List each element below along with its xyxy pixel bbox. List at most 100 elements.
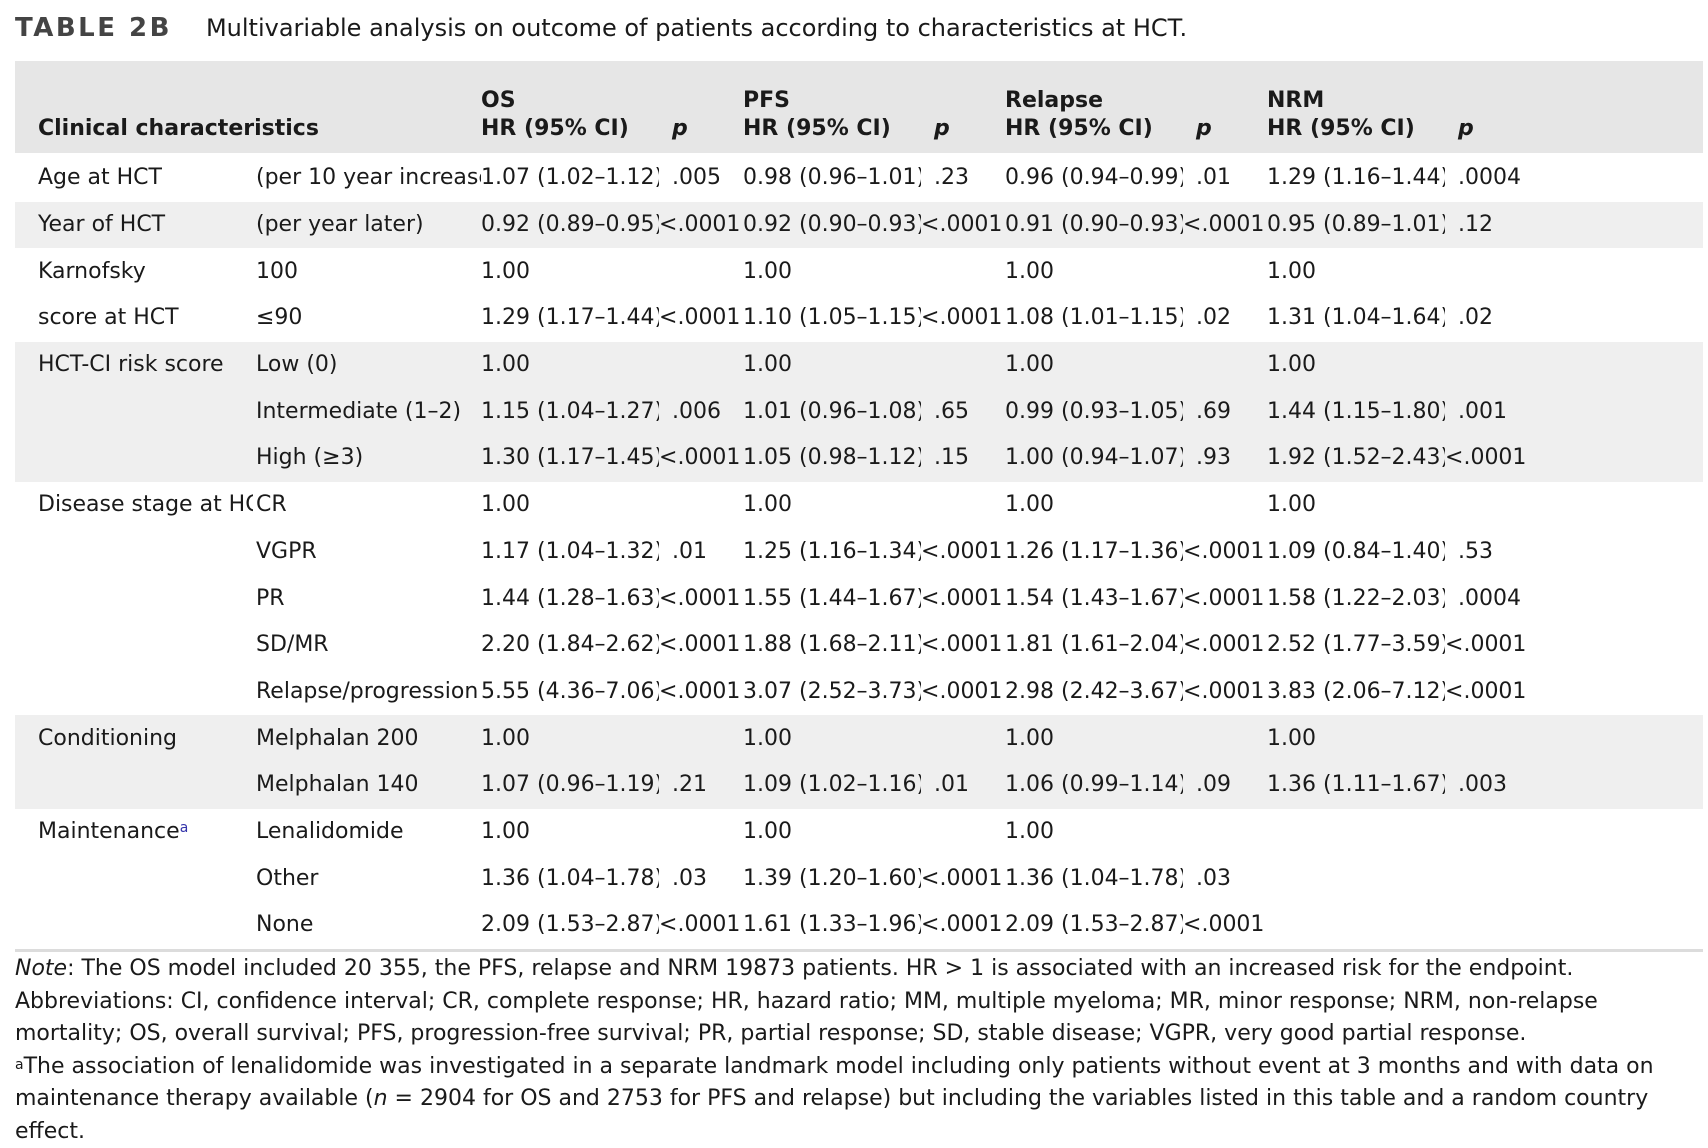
- cell-pfs-p: [921, 248, 1005, 295]
- cell-relapse-p: [1183, 715, 1268, 762]
- table-row: Year of HCT (per year later) 0.92 (0.89–0.…: [15, 201, 1704, 249]
- footnote-text-1: The association of lenalidomide was inve…: [15, 1053, 1654, 1112]
- cell-relapse-hr: 1.81 (1.61–2.04): [1005, 632, 1184, 658]
- cell-pfs-hr: 1.88 (1.68–2.11): [743, 632, 922, 658]
- cell-pfs-p: <.0001: [921, 538, 1003, 564]
- cell-relapse-p: <.0001: [1183, 902, 1268, 952]
- cell-pfs-hr: 1.00: [743, 492, 792, 518]
- cell-nrm-hr: 0.95 (0.89–1.01): [1267, 201, 1446, 249]
- cell-relapse-hr: 1.00: [1005, 492, 1054, 518]
- header-clinical-characteristics: Clinical characteristics: [15, 61, 482, 155]
- cell-nrm-hr: 2.52 (1.77–3.59): [1267, 632, 1446, 658]
- cell-os-p: [659, 809, 743, 856]
- cell-os-p: [659, 248, 743, 295]
- cell-os-hr: 1.17 (1.04–1.32): [481, 538, 660, 564]
- table-row: Disease stage at HCT CR 1.00 1.00 1.00 1.00: [15, 482, 1703, 529]
- header-relapse: Relapse HR (95% CI): [1005, 61, 1184, 155]
- cell-relapse-p: .09: [1183, 761, 1268, 809]
- cell-characteristic: [15, 575, 253, 622]
- cell-nrm-p: .53: [1458, 538, 1494, 564]
- characteristic-label: Conditioning: [38, 725, 178, 751]
- table-row: SD/MR 2.20 (1.84–2.62) <.0001 1.88 (1.68–2.…: [15, 622, 1703, 669]
- cell-pfs-p: <.0001: [921, 632, 1003, 658]
- header-pfs-hr: HR (95% CI): [743, 116, 891, 141]
- cell-nrm-hr: 1.92 (1.52–2.43): [1267, 435, 1446, 482]
- cell-nrm-p: .003: [1445, 761, 1704, 809]
- cell-os-p: <.0001: [659, 678, 741, 704]
- cell-os-hr: 1.00: [481, 492, 530, 518]
- footnote-n: n: [373, 1086, 388, 1111]
- cell-subcategory: CR: [256, 492, 287, 518]
- cell-os-p: <.0001: [659, 305, 741, 331]
- cell-pfs-hr: 0.92 (0.90–0.93): [743, 201, 922, 249]
- cell-subcategory: Melphalan 140: [253, 761, 482, 809]
- cell-relapse-hr: 0.91 (0.90–0.93): [1005, 201, 1184, 249]
- cell-characteristic: score at HCT: [15, 295, 253, 342]
- cell-pfs-p: <.0001: [921, 201, 1006, 249]
- characteristic-label: Disease stage at HCT: [38, 492, 253, 518]
- cell-relapse-hr: 1.36 (1.04–1.78): [1005, 865, 1184, 891]
- cell-pfs-p: .01: [921, 761, 1006, 809]
- cell-nrm-p: .12: [1445, 201, 1704, 249]
- cell-relapse-hr: 1.00 (0.94–1.07): [1005, 435, 1184, 482]
- cell-relapse-hr: 2.09 (1.53–2.87): [1005, 902, 1184, 952]
- footnote-text-2: = 2904 for OS and 2753 for PFS and relap…: [15, 1086, 1649, 1144]
- cell-os-p: <.0001: [659, 435, 744, 482]
- cell-nrm-hr: 1.00: [1267, 258, 1316, 284]
- cell-os-hr: 1.00: [481, 818, 530, 844]
- cell-nrm-hr: 3.83 (2.06–7.12): [1267, 678, 1446, 704]
- cell-os-hr: 1.07 (0.96–1.19): [481, 761, 660, 809]
- characteristic-label: Maintenance: [38, 818, 180, 844]
- cell-pfs-p: .23: [934, 165, 970, 191]
- note-line: Note: The OS model included 20 355, the …: [15, 953, 1705, 986]
- cell-os-hr: 1.15 (1.04–1.27): [481, 388, 660, 436]
- header-nrm: NRM HR (95% CI): [1267, 61, 1446, 155]
- cell-os-hr: 5.55 (4.36–7.06): [481, 678, 660, 704]
- cell-pfs-hr: 1.00: [743, 258, 792, 284]
- cell-pfs-hr: 0.98 (0.96–1.01): [743, 165, 922, 191]
- cell-pfs-hr: 1.39 (1.20–1.60): [743, 865, 922, 891]
- cell-os-hr: 1.30 (1.17–1.45): [481, 435, 660, 482]
- cell-nrm-hr: [1267, 902, 1446, 952]
- cell-relapse-p: .69: [1183, 388, 1268, 436]
- cell-characteristic: Age at HCT: [15, 154, 253, 202]
- header-nrm-name: NRM: [1267, 88, 1325, 113]
- cell-pfs-hr: 1.61 (1.33–1.96): [743, 902, 922, 952]
- cell-nrm-p: [1445, 902, 1704, 952]
- cell-subcategory: Low (0): [253, 341, 482, 389]
- table-row: Maintenancea Lenalidomide 1.00 1.00 1.00: [15, 809, 1703, 856]
- header-pfs-name: PFS: [743, 88, 791, 113]
- header-pfs-p: p: [921, 61, 1006, 155]
- cell-subcategory: Other: [256, 865, 319, 891]
- cell-pfs-p: .15: [921, 435, 1006, 482]
- cell-pfs-p: [921, 715, 1006, 762]
- cell-pfs-p: <.0001: [921, 902, 1006, 952]
- table-row: HCT-CI risk score Low (0) 1.00 1.00 1.00 1.00: [15, 341, 1704, 389]
- footnote-mark: a: [15, 1056, 24, 1073]
- cell-subcategory: 100: [256, 258, 298, 284]
- characteristic-label: Year of HCT: [38, 212, 166, 238]
- table-row: PR 1.44 (1.28–1.63) <.0001 1.55 (1.44–1.67)…: [15, 575, 1703, 622]
- cell-os-hr: 1.00: [481, 258, 530, 284]
- cell-relapse-hr: 0.96 (0.94–0.99): [1005, 165, 1184, 191]
- cell-relapse-hr: 1.54 (1.43–1.67): [1005, 585, 1184, 611]
- cell-pfs-hr: 1.05 (0.98–1.12): [743, 435, 922, 482]
- table-row: High (≥3) 1.30 (1.17–1.45) <.0001 1.05 (0.9…: [15, 435, 1704, 482]
- cell-relapse-p: <.0001: [1183, 538, 1265, 564]
- cell-pfs-hr: 1.25 (1.16–1.34): [743, 538, 922, 564]
- cell-subcategory: SD/MR: [256, 632, 329, 658]
- header-relapse-name: Relapse: [1005, 88, 1104, 113]
- cell-nrm-p: [1445, 482, 1703, 529]
- cell-nrm-p: <.0001: [1445, 632, 1527, 658]
- cell-os-hr: 1.00: [481, 715, 660, 762]
- cell-nrm-hr: 1.29 (1.16–1.44): [1267, 165, 1446, 191]
- characteristic-label: Karnofsky: [38, 258, 146, 284]
- cell-characteristic: HCT-CI risk score: [15, 341, 253, 389]
- header-nrm-hr: HR (95% CI): [1267, 116, 1415, 141]
- cell-relapse-p: .93: [1183, 435, 1268, 482]
- cell-relapse-hr: 2.98 (2.42–3.67): [1005, 678, 1184, 704]
- cell-nrm-p: [1445, 715, 1704, 762]
- cell-subcategory: High (≥3): [253, 435, 482, 482]
- cell-os-p: .01: [672, 538, 708, 564]
